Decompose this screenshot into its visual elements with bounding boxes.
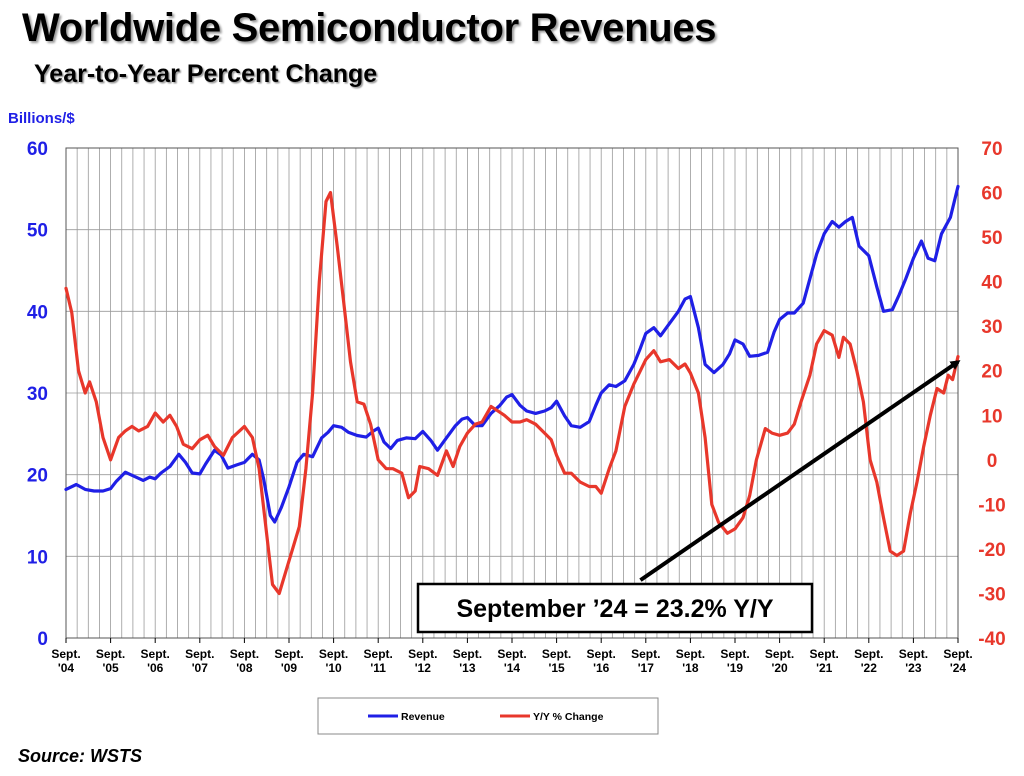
x-tick-label: '10: [325, 661, 342, 675]
annotation-arrow: [639, 360, 961, 582]
x-tick-label: Sept.: [453, 647, 482, 661]
y-right-tick-label: 30: [981, 317, 1002, 338]
y-right-tick-label: -40: [978, 629, 1005, 650]
y-right-tick-label: 10: [981, 406, 1002, 427]
x-tick-label: Sept.: [230, 647, 259, 661]
x-tick-label: Sept.: [274, 647, 303, 661]
right-axis-ticks: -40 -30 -20 -10 0 10 20 30 40 50 60 70: [978, 139, 1005, 650]
y-right-tick-label: 0: [987, 451, 998, 472]
x-tick-label: Sept.: [854, 647, 883, 661]
x-tick-label: Sept.: [943, 647, 972, 661]
x-tick-label: '21: [816, 661, 833, 675]
x-tick-label: '15: [548, 661, 565, 675]
x-tick-label: '17: [638, 661, 655, 675]
x-tick-label: '11: [370, 661, 386, 675]
x-tick-label: '08: [236, 661, 253, 675]
x-tick-label: Sept.: [185, 647, 214, 661]
x-tick-label: Sept.: [51, 647, 80, 661]
legend: Revenue Y/Y % Change: [317, 697, 659, 735]
callout-box: [416, 582, 814, 634]
x-tick-label: '16: [593, 661, 610, 675]
x-tick-label: Sept.: [141, 647, 170, 661]
y-right-tick-label: 50: [981, 228, 1002, 249]
y-right-tick-label: -30: [978, 584, 1005, 605]
y-left-tick-label: 0: [37, 629, 48, 650]
legend-label: Revenue: [401, 711, 445, 723]
x-tick-label: Sept.: [408, 647, 437, 661]
x-tick-label: Sept.: [631, 647, 660, 661]
y-left-tick-label: 60: [27, 139, 48, 160]
x-tick-label: '12: [415, 661, 432, 675]
x-tick-label: '05: [102, 661, 119, 675]
x-tick-label: Sept.: [676, 647, 705, 661]
gridlines: [66, 147, 958, 639]
series-lines: [64, 184, 960, 596]
series-line-yy-change: [64, 190, 960, 596]
x-tick-label: Sept.: [587, 647, 616, 661]
y-right-tick-label: 40: [981, 273, 1002, 294]
x-tick-label: Sept.: [364, 647, 393, 661]
legend-label: Y/Y % Change: [533, 711, 604, 723]
x-tick-label: '20: [771, 661, 788, 675]
x-tick-label: Sept.: [497, 647, 526, 661]
y-right-tick-label: -20: [978, 540, 1005, 561]
annotation: September ’24 = 23.2% Y/Y: [416, 360, 961, 634]
x-tick-label: Sept.: [765, 647, 794, 661]
y-axis-left-title: Billions/$: [8, 110, 75, 127]
x-tick-label: Sept.: [720, 647, 749, 661]
x-tick-label: '07: [192, 661, 209, 675]
y-left-tick-label: 30: [27, 384, 48, 405]
left-axis-ticks: 0 10 20 30 40 50 60: [27, 139, 48, 650]
x-tick-label: '04: [58, 661, 75, 675]
chart-title: Worldwide Semiconductor Revenues: [22, 6, 717, 50]
x-tick-label: '19: [727, 661, 744, 675]
x-tick-label: '06: [147, 661, 164, 675]
y-right-tick-label: 20: [981, 362, 1002, 383]
y-left-tick-label: 40: [27, 302, 48, 323]
y-left-tick-label: 50: [27, 221, 48, 242]
chart-subtitle: Year-to-Year Percent Change: [34, 60, 378, 88]
y-left-tick-label: 10: [27, 547, 48, 568]
x-tick-label: Sept.: [899, 647, 928, 661]
x-tick-label: '18: [682, 661, 699, 675]
x-tick-label: '23: [905, 661, 922, 675]
y-right-tick-label: 70: [981, 139, 1002, 160]
source-note: Source: WSTS: [18, 746, 143, 766]
x-tick-label: '22: [861, 661, 878, 675]
x-tick-label: Sept.: [96, 647, 125, 661]
x-tick-label: '24: [950, 661, 967, 675]
y-left-tick-label: 20: [27, 466, 48, 487]
x-tick-label: Sept.: [542, 647, 571, 661]
x-tick-label: Sept.: [319, 647, 348, 661]
x-tick-label: '14: [504, 661, 521, 675]
x-tick-label: Sept.: [810, 647, 839, 661]
x-axis-ticks: Sept.'04Sept.'05Sept.'06Sept.'07Sept.'08…: [51, 638, 973, 675]
callout-text: September ’24 = 23.2% Y/Y: [456, 595, 773, 623]
y-right-tick-label: -10: [978, 495, 1005, 516]
y-right-tick-label: 60: [981, 184, 1002, 205]
x-tick-label: '09: [281, 661, 298, 675]
x-tick-label: '13: [459, 661, 476, 675]
